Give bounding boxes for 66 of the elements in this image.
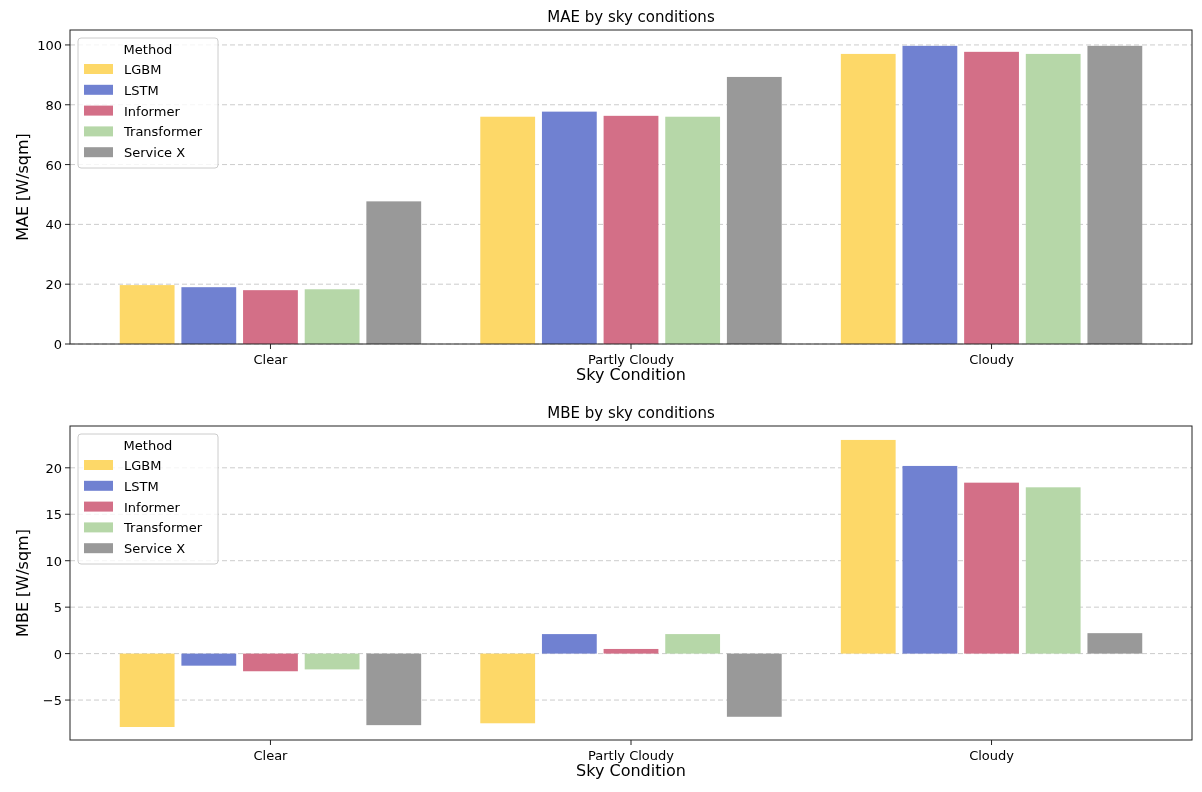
- x-axis-title: Sky Condition: [576, 761, 686, 780]
- bar: [366, 653, 422, 726]
- bar: [726, 653, 782, 717]
- bar: [1025, 53, 1081, 344]
- bar: [902, 45, 958, 344]
- bar: [541, 634, 597, 654]
- legend-label: Informer: [124, 103, 181, 119]
- legend-label: Service X: [124, 145, 186, 161]
- bar: [726, 76, 782, 344]
- legend-label: Transformer: [123, 520, 203, 536]
- legend-label: LGBM: [124, 458, 162, 473]
- legend-label: LGBM: [124, 62, 162, 77]
- y-tick-label: 0: [53, 646, 62, 662]
- legend-label: LSTM: [124, 478, 159, 494]
- x-tick-label: Cloudy: [969, 352, 1015, 367]
- legend-label: LSTM: [124, 82, 159, 98]
- x-tick-label: Clear: [253, 352, 289, 367]
- x-axis-title: Sky Condition: [576, 365, 686, 384]
- legend-title: Method: [123, 438, 173, 453]
- bar: [541, 111, 597, 344]
- bar: [480, 653, 536, 724]
- bar: [1087, 45, 1143, 344]
- bar: [603, 648, 659, 654]
- bar: [181, 287, 237, 344]
- y-tick-label: 60: [45, 157, 62, 173]
- y-tick-label: 20: [45, 277, 62, 293]
- y-tick-label: 10: [45, 553, 62, 569]
- bar: [665, 116, 721, 344]
- y-tick-label: 5: [53, 600, 62, 616]
- y-axis-title: MAE [W/sqm]: [13, 133, 32, 241]
- x-tick-label: Cloudy: [969, 748, 1015, 763]
- legend-label: Service X: [124, 541, 186, 557]
- y-tick-label: 100: [37, 37, 62, 53]
- bar: [665, 634, 721, 654]
- y-tick-label: 40: [45, 217, 62, 233]
- bar: [119, 653, 175, 727]
- bar: [243, 653, 298, 672]
- chart-title: MBE by sky conditions: [547, 404, 715, 422]
- bar: [1025, 487, 1081, 654]
- bar: [181, 653, 237, 666]
- bar: [964, 482, 1019, 654]
- bar: [243, 290, 298, 344]
- bar: [840, 439, 896, 654]
- x-tick-label: Partly Cloudy: [588, 352, 675, 367]
- y-axis-title: MBE [W/sqm]: [13, 529, 32, 637]
- y-tick-label: 80: [45, 97, 62, 113]
- legend-title: Method: [123, 42, 173, 57]
- bar: [366, 201, 422, 344]
- bar: [840, 53, 896, 344]
- chart-title: MAE by sky conditions: [547, 8, 715, 26]
- bar: [480, 116, 536, 344]
- x-tick-label: Partly Cloudy: [588, 748, 675, 763]
- bar: [603, 115, 659, 344]
- bar: [1087, 633, 1143, 654]
- bar: [304, 289, 360, 344]
- y-tick-label: 20: [45, 460, 62, 476]
- y-tick-label: 15: [45, 507, 62, 523]
- legend-label: Informer: [124, 499, 181, 515]
- bar: [119, 285, 175, 344]
- legend-label: Transformer: [123, 124, 203, 140]
- y-tick-label: 0: [53, 337, 62, 352]
- bar: [304, 653, 360, 670]
- bar: [902, 465, 958, 654]
- bar: [964, 51, 1019, 344]
- y-tick-label: −5: [42, 693, 62, 709]
- x-tick-label: Clear: [253, 748, 289, 763]
